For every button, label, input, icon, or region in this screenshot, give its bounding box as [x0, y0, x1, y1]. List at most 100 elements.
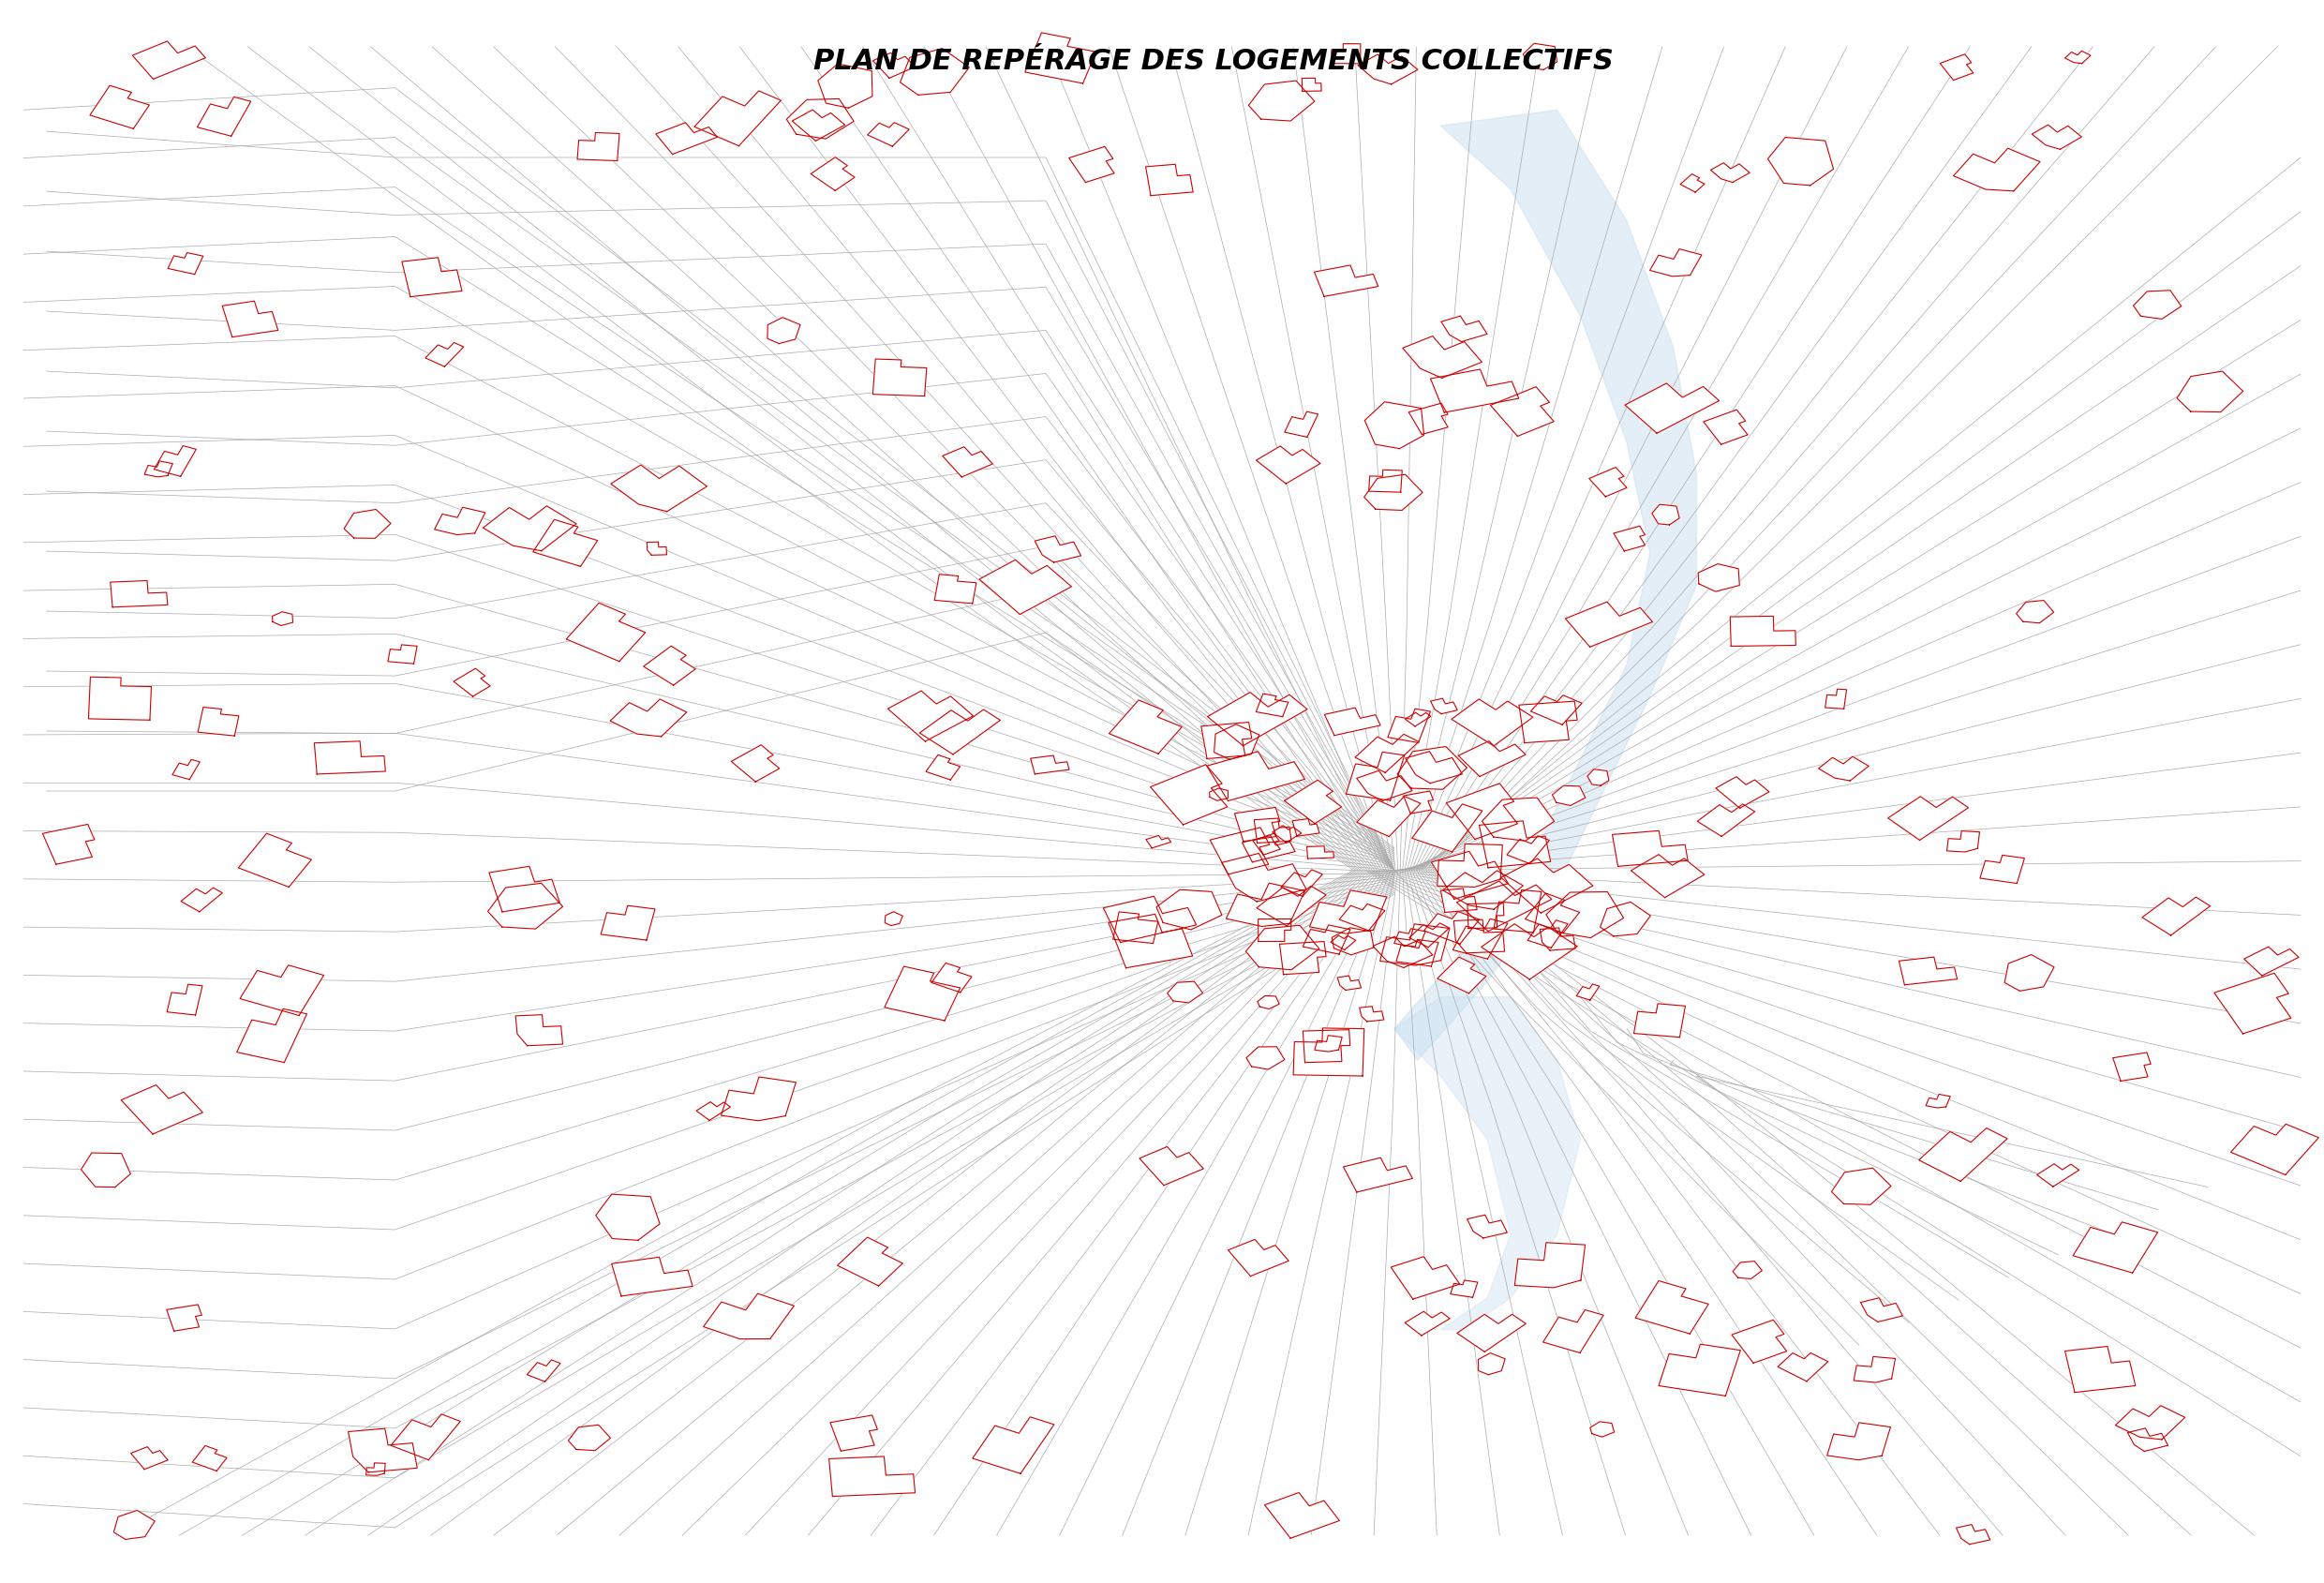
Polygon shape	[1432, 698, 1457, 714]
Polygon shape	[1731, 1320, 1787, 1363]
Polygon shape	[595, 1195, 660, 1241]
Polygon shape	[1613, 831, 1687, 867]
Polygon shape	[488, 867, 560, 912]
Polygon shape	[91, 87, 149, 130]
Polygon shape	[697, 1102, 730, 1121]
Polygon shape	[1432, 852, 1508, 899]
Polygon shape	[1778, 1353, 1829, 1382]
Polygon shape	[1590, 469, 1627, 497]
Polygon shape	[1325, 708, 1380, 736]
Polygon shape	[239, 834, 311, 888]
Polygon shape	[1397, 940, 1439, 967]
Polygon shape	[1613, 527, 1645, 551]
Polygon shape	[1292, 1029, 1364, 1076]
Polygon shape	[567, 603, 646, 662]
Polygon shape	[1034, 537, 1081, 564]
Polygon shape	[1543, 1311, 1604, 1353]
Polygon shape	[837, 1238, 902, 1285]
Polygon shape	[1862, 1298, 1903, 1322]
Polygon shape	[1373, 937, 1432, 969]
Polygon shape	[193, 1445, 228, 1471]
Polygon shape	[1364, 402, 1425, 450]
Polygon shape	[1948, 831, 1980, 852]
Polygon shape	[2113, 1053, 2150, 1081]
Polygon shape	[1659, 1344, 1741, 1396]
Polygon shape	[314, 742, 386, 774]
Polygon shape	[181, 888, 223, 912]
Polygon shape	[2215, 974, 2291, 1034]
Polygon shape	[1827, 1423, 1889, 1460]
Polygon shape	[1357, 796, 1420, 837]
Polygon shape	[1432, 370, 1520, 413]
Polygon shape	[390, 1414, 460, 1460]
Polygon shape	[483, 507, 576, 551]
Polygon shape	[1483, 798, 1555, 842]
Polygon shape	[132, 43, 205, 81]
Polygon shape	[1227, 1239, 1290, 1276]
Polygon shape	[344, 510, 390, 538]
Polygon shape	[367, 1463, 386, 1475]
Polygon shape	[1515, 1243, 1585, 1289]
Polygon shape	[1466, 1216, 1508, 1238]
Polygon shape	[1441, 317, 1487, 342]
Polygon shape	[1680, 174, 1703, 193]
Polygon shape	[2129, 1428, 2168, 1452]
Polygon shape	[978, 560, 1071, 614]
Polygon shape	[435, 508, 486, 535]
Polygon shape	[1478, 1353, 1506, 1374]
Polygon shape	[1729, 617, 1796, 647]
Polygon shape	[1650, 250, 1701, 277]
Polygon shape	[1332, 936, 1355, 950]
Polygon shape	[1408, 923, 1450, 948]
Polygon shape	[1339, 904, 1385, 931]
Polygon shape	[932, 964, 971, 993]
Polygon shape	[1443, 871, 1522, 910]
Polygon shape	[1699, 565, 1741, 592]
Polygon shape	[732, 746, 779, 782]
Polygon shape	[2073, 1222, 2157, 1273]
Polygon shape	[1520, 701, 1578, 744]
Polygon shape	[1357, 771, 1413, 801]
Polygon shape	[2115, 1406, 2185, 1439]
Polygon shape	[920, 711, 999, 755]
Polygon shape	[644, 646, 695, 685]
Polygon shape	[867, 123, 909, 147]
Polygon shape	[1304, 926, 1350, 955]
Polygon shape	[198, 98, 251, 138]
Polygon shape	[1855, 1357, 1896, 1382]
Polygon shape	[874, 359, 927, 397]
Polygon shape	[528, 1360, 560, 1382]
Polygon shape	[1387, 709, 1429, 744]
Polygon shape	[1697, 804, 1755, 837]
Polygon shape	[611, 700, 688, 738]
Polygon shape	[1954, 149, 2040, 192]
Polygon shape	[1425, 912, 1480, 945]
Polygon shape	[1139, 1148, 1204, 1186]
Polygon shape	[1941, 55, 1973, 81]
Polygon shape	[1527, 920, 1569, 948]
Polygon shape	[1631, 855, 1703, 898]
Polygon shape	[925, 755, 960, 780]
Polygon shape	[1355, 735, 1420, 773]
Polygon shape	[2006, 955, 2054, 991]
Polygon shape	[1406, 1312, 1450, 1336]
Polygon shape	[1308, 891, 1387, 934]
Polygon shape	[1436, 844, 1501, 888]
Polygon shape	[1446, 784, 1518, 839]
Polygon shape	[1257, 920, 1292, 942]
Polygon shape	[1369, 470, 1401, 492]
Polygon shape	[576, 133, 621, 161]
Polygon shape	[272, 613, 293, 627]
Polygon shape	[2066, 1347, 2136, 1393]
Polygon shape	[1734, 1262, 1762, 1279]
Polygon shape	[388, 646, 416, 665]
Polygon shape	[1408, 404, 1448, 435]
Polygon shape	[1652, 505, 1680, 526]
Polygon shape	[1490, 388, 1555, 437]
Polygon shape	[488, 883, 562, 929]
Polygon shape	[1541, 928, 1576, 951]
Polygon shape	[167, 1304, 202, 1331]
Polygon shape	[1234, 807, 1281, 842]
Polygon shape	[172, 760, 200, 780]
Polygon shape	[1552, 787, 1585, 806]
